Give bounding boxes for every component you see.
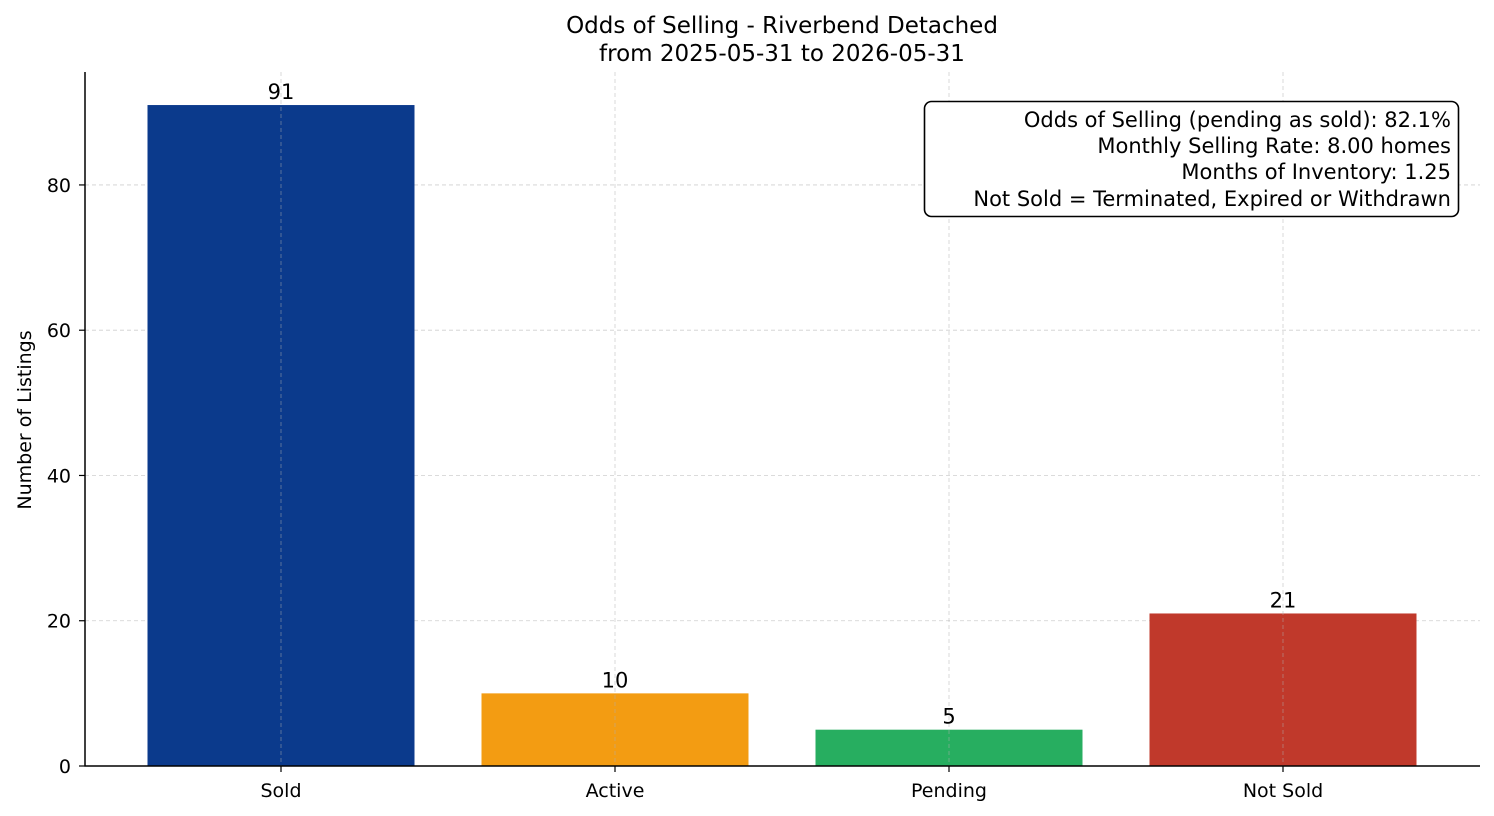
summary-box-frame — [923, 100, 1460, 218]
odds-of-selling-text: Odds of Selling (pending as sold): 82.1% — [1024, 108, 1451, 132]
chart-subtitle: from 2025-05-31 to 2026-05-31 — [599, 41, 965, 67]
not-sold-definition-text: Not Sold = Terminated, Expired or Withdr… — [973, 187, 1451, 211]
bar-value-label-active: 10 — [602, 668, 629, 692]
bar-value-label-pending: 5 — [942, 705, 955, 729]
chart-title: Odds of Selling - Riverbend Detached — [566, 13, 998, 39]
summary-annotation-box: Odds of Selling (pending as sold): 82.1%… — [923, 100, 1460, 218]
bar-value-label-sold: 91 — [268, 80, 295, 104]
y-tick-label: 60 — [47, 320, 71, 342]
bar-labels-group: 91 10 5 21 — [268, 80, 1297, 729]
y-ticks-group: 0 20 40 60 80 — [47, 175, 85, 778]
y-tick-label: 40 — [47, 465, 71, 487]
x-ticks-group: Sold Active Pending Not Sold — [260, 766, 1323, 802]
x-tick-label-pending: Pending — [911, 780, 987, 802]
x-tick-label-sold: Sold — [260, 780, 301, 802]
y-axis-label: Number of Listings — [14, 330, 36, 509]
bar-sold — [147, 105, 415, 767]
monthly-selling-rate-text: Monthly Selling Rate: 8.00 homes — [1097, 134, 1451, 158]
y-tick-label: 0 — [59, 756, 71, 778]
x-tick-label-not-sold: Not Sold — [1243, 780, 1323, 802]
bar-value-label-not-sold: 21 — [1270, 588, 1297, 612]
months-of-inventory-text: Months of Inventory: 1.25 — [1181, 160, 1451, 184]
x-tick-label-active: Active — [586, 780, 645, 802]
y-tick-label: 20 — [47, 611, 71, 633]
y-tick-label: 80 — [47, 175, 71, 197]
